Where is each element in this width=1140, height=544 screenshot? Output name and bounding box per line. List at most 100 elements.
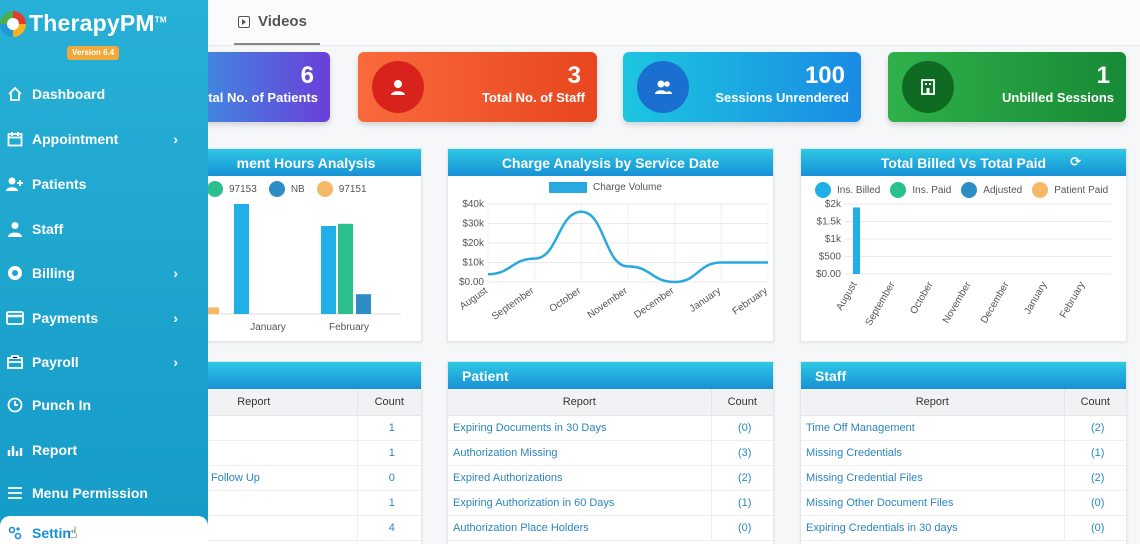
row-name[interactable]: Missing Credential Files [801,465,1064,491]
x-tick-label: February [731,285,770,317]
legend-swatch [961,182,978,198]
stat-label: Total No. of Staff [481,90,585,105]
row-count[interactable]: (1) [710,490,773,516]
billed-legend: Ins. Billed Ins. Paid Adjusted Patient P… [815,182,1108,198]
sidebar-item-label: Report [32,442,78,458]
y-tick-label: $30k [462,219,485,230]
stat-card-unbilled-sessions[interactable]: 1 Unbilled Sessions [888,52,1126,122]
row-count[interactable]: (2) [1063,415,1126,441]
legend-label: Patient Paid [1054,184,1109,196]
row-name[interactable]: Missing Other Document Files [801,490,1064,516]
charge-chart: $0.00 $10k $20k $30k $40k August September Octo… [458,199,770,323]
patient-report-table: Report Count Expiring Documents in 30 Day… [448,389,773,541]
sidebar-item-payments[interactable]: Payments › [0,298,208,338]
row-name[interactable]: Time Off Management [801,415,1064,441]
y-tick-label: $40k [462,199,485,210]
bar [321,226,336,314]
building-icon [902,61,954,113]
x-tick-label: February [329,322,369,333]
legend-label: 97153 [229,183,257,195]
sidebar-item-punch-in[interactable]: Punch In [0,385,208,425]
stat-label: tal No. of Patients [208,90,318,105]
row-count[interactable]: 1 [356,490,421,516]
x-tick-label: October [908,279,936,316]
row-name[interactable]: Expired Authorizations [448,465,711,491]
row-name[interactable]: Missing Credentials [801,440,1064,466]
table-row[interactable]: Expiring Authorization in 60 Days (1) [448,490,773,516]
row-count[interactable]: (3) [710,440,773,466]
stat-card-patients[interactable]: 6 tal No. of Patients [190,52,330,122]
chevron-right-icon: › [173,354,178,370]
sidebar-item-staff[interactable]: Staff [0,209,208,249]
table-row[interactable]: Expired Authorizations (2) [448,465,773,491]
user-icon [372,61,424,113]
sidebar-item-label: Staff [32,221,64,237]
row-count[interactable]: (0) [710,415,773,441]
row-count[interactable]: (2) [1063,465,1126,491]
row-count[interactable]: (0) [1063,490,1126,516]
sidebar-item-label: Payments [32,310,99,326]
row-name[interactable]: Authorization Missing [448,440,711,466]
bar-chart-icon [6,441,24,459]
row-count[interactable]: 4 [356,515,421,541]
payroll-icon [6,353,24,371]
billed-title: Total Billed Vs Total Paid [880,154,1047,171]
bar [356,294,371,314]
table-row[interactable]: Expiring Documents in 30 Days (0) [448,415,773,441]
table-row[interactable]: Authorization Place Holders (0) [448,515,773,541]
x-tick-label: December [979,279,1012,325]
stat-value: 6 [300,62,314,89]
sidebar: TherapyPMTM Version 6.4 Dashboard Appoin… [0,0,208,544]
table-row[interactable]: Missing Credentials (1) [801,440,1126,466]
x-tick-label: November [586,285,631,321]
panel-title: Charge Analysis by Service Date [448,149,773,176]
stat-card-staff[interactable]: 3 Total No. of Staff [358,52,597,122]
sidebar-item-billing[interactable]: Billing › [0,253,208,293]
row-count[interactable]: 1 [356,440,421,466]
refresh-icon[interactable]: ⟳ [1070,154,1081,169]
app-name-text: TherapyPM [29,10,155,36]
row-count[interactable]: (0) [710,515,773,541]
table-row[interactable]: Expiring Credentials in 30 days (0) [801,515,1126,541]
table-row[interactable]: Authorization Missing (3) [448,440,773,466]
stat-card-sessions-unrendered[interactable]: 100 Sessions Unrendered [623,52,861,122]
home-icon [6,85,24,103]
sidebar-item-patients[interactable]: Patients [0,164,208,204]
sidebar-item-settings[interactable]: Settin ☝ [0,516,208,544]
row-count[interactable]: 1 [356,415,421,441]
row-name[interactable]: Expiring Credentials in 30 days [801,515,1064,541]
brand[interactable]: TherapyPMTM [0,10,167,37]
sidebar-item-label: Payroll [32,354,79,370]
row-count[interactable]: (2) [710,465,773,491]
sidebar-item-appointment[interactable]: Appointment › [0,119,208,159]
sidebar-item-payroll[interactable]: Payroll › [0,342,208,382]
legend-swatch [815,182,831,198]
row-count[interactable]: 0 [356,465,421,491]
row-count[interactable]: (1) [1063,440,1126,466]
table-row[interactable]: Missing Other Document Files (0) [801,490,1126,516]
billing-icon [6,264,24,282]
x-tick-label: September [864,279,898,327]
x-tick-label: August [835,280,860,313]
cursor-icon: ☝ [68,525,78,542]
legend-label: Adjusted [983,184,1023,196]
tab-videos[interactable]: Videos [234,0,320,45]
table-row[interactable]: Missing Credential Files (2) [801,465,1126,491]
row-name[interactable]: Authorization Place Holders [448,515,711,541]
row-name[interactable]: Expiring Authorization in 60 Days [448,490,711,516]
sidebar-item-menu-permission[interactable]: Menu Permission [0,473,208,513]
row-count[interactable]: (0) [1063,515,1126,541]
users-icon [637,61,689,113]
sidebar-item-report[interactable]: Report [0,430,208,470]
x-tick-label: September [490,285,537,322]
calendar-icon [6,130,24,148]
y-tick-label: $20k [462,238,485,249]
y-tick-label: $2k [825,199,842,210]
y-tick-label: $1k [825,234,842,245]
row-name[interactable]: Expiring Documents in 30 Days [448,415,711,441]
table-row[interactable]: Time Off Management (2) [801,415,1126,441]
legend-label: NB [290,183,305,195]
sidebar-item-dashboard[interactable]: Dashboard [0,74,208,114]
stat-label: Sessions Unrendered [715,90,849,105]
legend-swatch [207,181,223,197]
